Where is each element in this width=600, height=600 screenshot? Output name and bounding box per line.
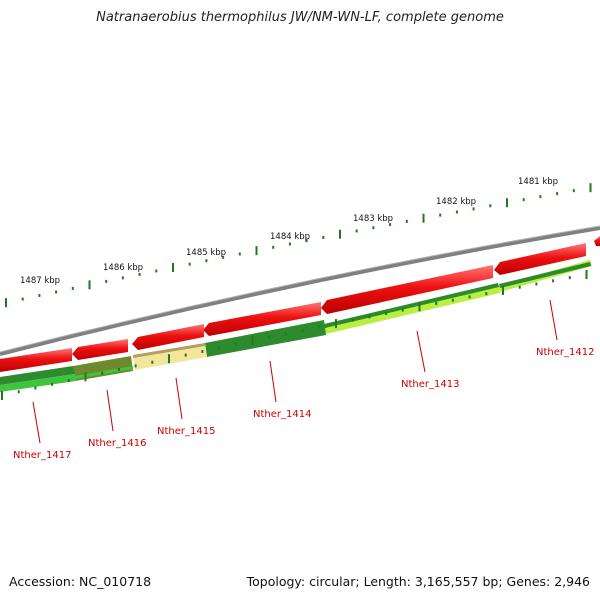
- kbp-label: 1484 kbp: [270, 232, 310, 242]
- gene-label-nther-1413: Nther_1413: [401, 379, 459, 390]
- scale-ticks-inner: [1, 270, 588, 401]
- callout-line: [549, 299, 558, 341]
- gene-label-nther-1414: Nther_1414: [253, 409, 311, 420]
- gene-label-nther-1416: Nther_1416: [88, 438, 146, 449]
- track-segment-nther-1414: [205, 320, 326, 357]
- scale-ticks-outer: [5, 183, 592, 308]
- track-segment-nther-1415-top: [133, 343, 205, 358]
- gene-label-nther-1415: Nther_1415: [157, 426, 215, 437]
- annotation-track: [0, 260, 592, 392]
- gene-label-nther-1417: Nther_1417: [13, 450, 71, 461]
- callout-line: [106, 389, 114, 432]
- accession-text: Accession: NC_010718: [9, 574, 152, 589]
- cds-arrow-nther-1412: [494, 243, 586, 275]
- track-segment-nther-1417-bottom: [0, 374, 76, 392]
- kbp-label: 1486 kbp: [103, 263, 143, 273]
- cds-arrows: [0, 236, 600, 372]
- track-segment-nther-1412-top: [499, 262, 591, 288]
- kbp-label: 1483 kbp: [353, 214, 393, 224]
- kbp-label: 1482 kbp: [436, 197, 476, 207]
- cds-arrow-nther-1416: [72, 339, 128, 360]
- topology-stats-text: Topology: circular; Length: 3,165,557 bp…: [246, 574, 590, 589]
- callout-line: [269, 360, 277, 403]
- kbp-label: 1481 kbp: [518, 177, 558, 187]
- kbp-label: 1485 kbp: [186, 248, 226, 258]
- track-segment-nther-1417: [0, 366, 75, 385]
- gene-label-nther-1412: Nther_1412: [536, 347, 594, 358]
- kbp-label: 1487 kbp: [20, 276, 60, 286]
- kbp-labels: 1481 kbp 1482 kbp 1483 kbp 1484 kbp 1485…: [20, 177, 558, 286]
- callout-line: [32, 401, 41, 444]
- callout-line: [416, 330, 426, 373]
- genome-backbone-highlight: [0, 225, 600, 353]
- cds-arrow-nther-1417: [0, 348, 72, 372]
- cds-arrow-nther-1413: [321, 265, 493, 314]
- page-title: Natranaerobius thermophilus JW/NM-WN-LF,…: [96, 10, 504, 25]
- genome-backbone: [0, 226, 600, 356]
- track-segment-nther-1413-top: [324, 283, 499, 328]
- gene-callouts: Nther_1412 Nther_1413 Nther_1414 Nther_1…: [13, 299, 594, 461]
- cds-arrow-nther-1414: [203, 302, 321, 336]
- callout-line: [175, 377, 183, 420]
- cds-arrow-nther-1415: [132, 324, 204, 350]
- cds-arrow-nther-1412: [594, 236, 600, 246]
